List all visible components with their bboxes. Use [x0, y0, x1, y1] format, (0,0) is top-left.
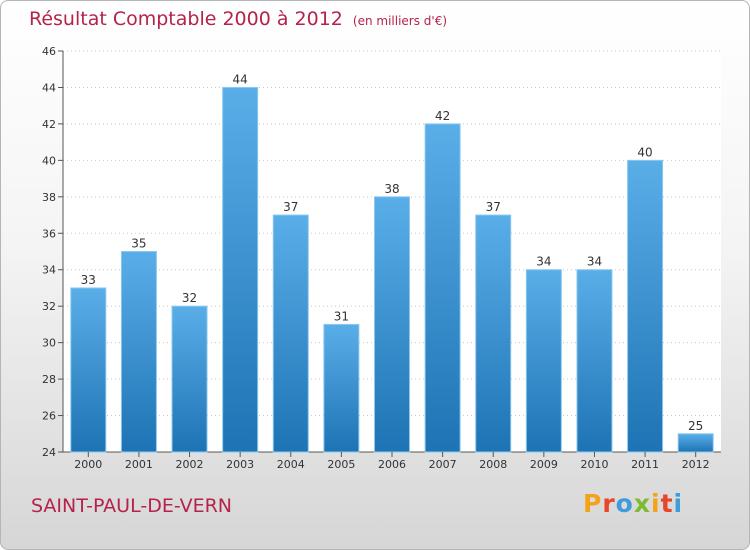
bar-value-label: 38 [384, 182, 399, 196]
bar-2003 [222, 86, 259, 453]
y-tick-label: 24 [42, 446, 56, 459]
chart-subtitle: (en milliers d'€) [352, 14, 448, 28]
bar-value-label: 42 [435, 109, 450, 123]
bar-value-label: 44 [233, 72, 248, 86]
x-tick-label: 2002 [176, 458, 204, 471]
x-tick-label: 2005 [327, 458, 355, 471]
x-tick-label: 2006 [378, 458, 406, 471]
bar-value-label: 25 [688, 419, 703, 433]
commune-name: SAINT-PAUL-DE-VERN [31, 495, 232, 517]
logo-letter: P [583, 489, 603, 518]
bar-2000 [70, 287, 107, 453]
bar-2004 [272, 214, 309, 453]
bar-value-label: 40 [637, 145, 652, 159]
chart-title: Résultat Comptable 2000 à 2012 (en millie… [29, 8, 447, 30]
bar-value-label: 37 [486, 200, 501, 214]
bar-value-label: 35 [131, 237, 146, 251]
y-tick-label: 46 [42, 45, 56, 58]
bar-2006 [374, 196, 410, 453]
chart-title-text: Résultat Comptable 2000 à 2012 [29, 8, 343, 30]
x-tick-label: 2008 [479, 458, 507, 471]
logo-letter: i [673, 489, 684, 518]
x-tick-label: 2001 [125, 458, 153, 471]
y-tick-label: 38 [42, 191, 56, 204]
y-tick-label: 34 [42, 264, 56, 277]
y-tick-label: 30 [42, 337, 56, 350]
logo-letter: o [615, 489, 634, 518]
y-tick-label: 36 [42, 227, 56, 240]
bar-value-label: 33 [81, 273, 96, 287]
logo-letter: t [660, 489, 674, 518]
bar-value-label: 32 [182, 291, 197, 305]
logo-letter: i [651, 489, 661, 518]
y-tick-label: 32 [42, 300, 56, 313]
proxiti-logo: Proxiti [583, 489, 683, 518]
x-tick-label: 2004 [277, 458, 305, 471]
y-tick-label: 26 [42, 410, 56, 423]
y-tick-label: 28 [42, 373, 56, 386]
x-tick-label: 2007 [429, 458, 457, 471]
logo-letter: r [602, 489, 616, 518]
x-tick-label: 2009 [530, 458, 558, 471]
bar-2009 [525, 269, 562, 453]
x-tick-label: 2011 [631, 458, 659, 471]
x-tick-label: 2010 [580, 458, 608, 471]
bar-2012 [677, 433, 714, 453]
bar-2002 [171, 305, 208, 453]
bar-value-label: 37 [283, 200, 298, 214]
y-tick-label: 40 [42, 154, 56, 167]
x-tick-label: 2003 [226, 458, 254, 471]
bar-value-label: 34 [587, 255, 602, 269]
logo-letter: x [633, 489, 651, 518]
bar-2011 [627, 159, 664, 453]
bar-2005 [323, 323, 360, 453]
bar-2010 [576, 269, 613, 453]
bar-2008 [475, 214, 512, 453]
bar-2007 [424, 123, 461, 453]
x-tick-label: 2012 [682, 458, 710, 471]
y-tick-label: 44 [42, 81, 56, 94]
bar-value-label: 34 [536, 255, 551, 269]
bar-value-label: 31 [334, 309, 349, 323]
bar-2001 [120, 251, 157, 453]
x-tick-label: 2000 [74, 458, 102, 471]
y-tick-label: 42 [42, 118, 56, 131]
